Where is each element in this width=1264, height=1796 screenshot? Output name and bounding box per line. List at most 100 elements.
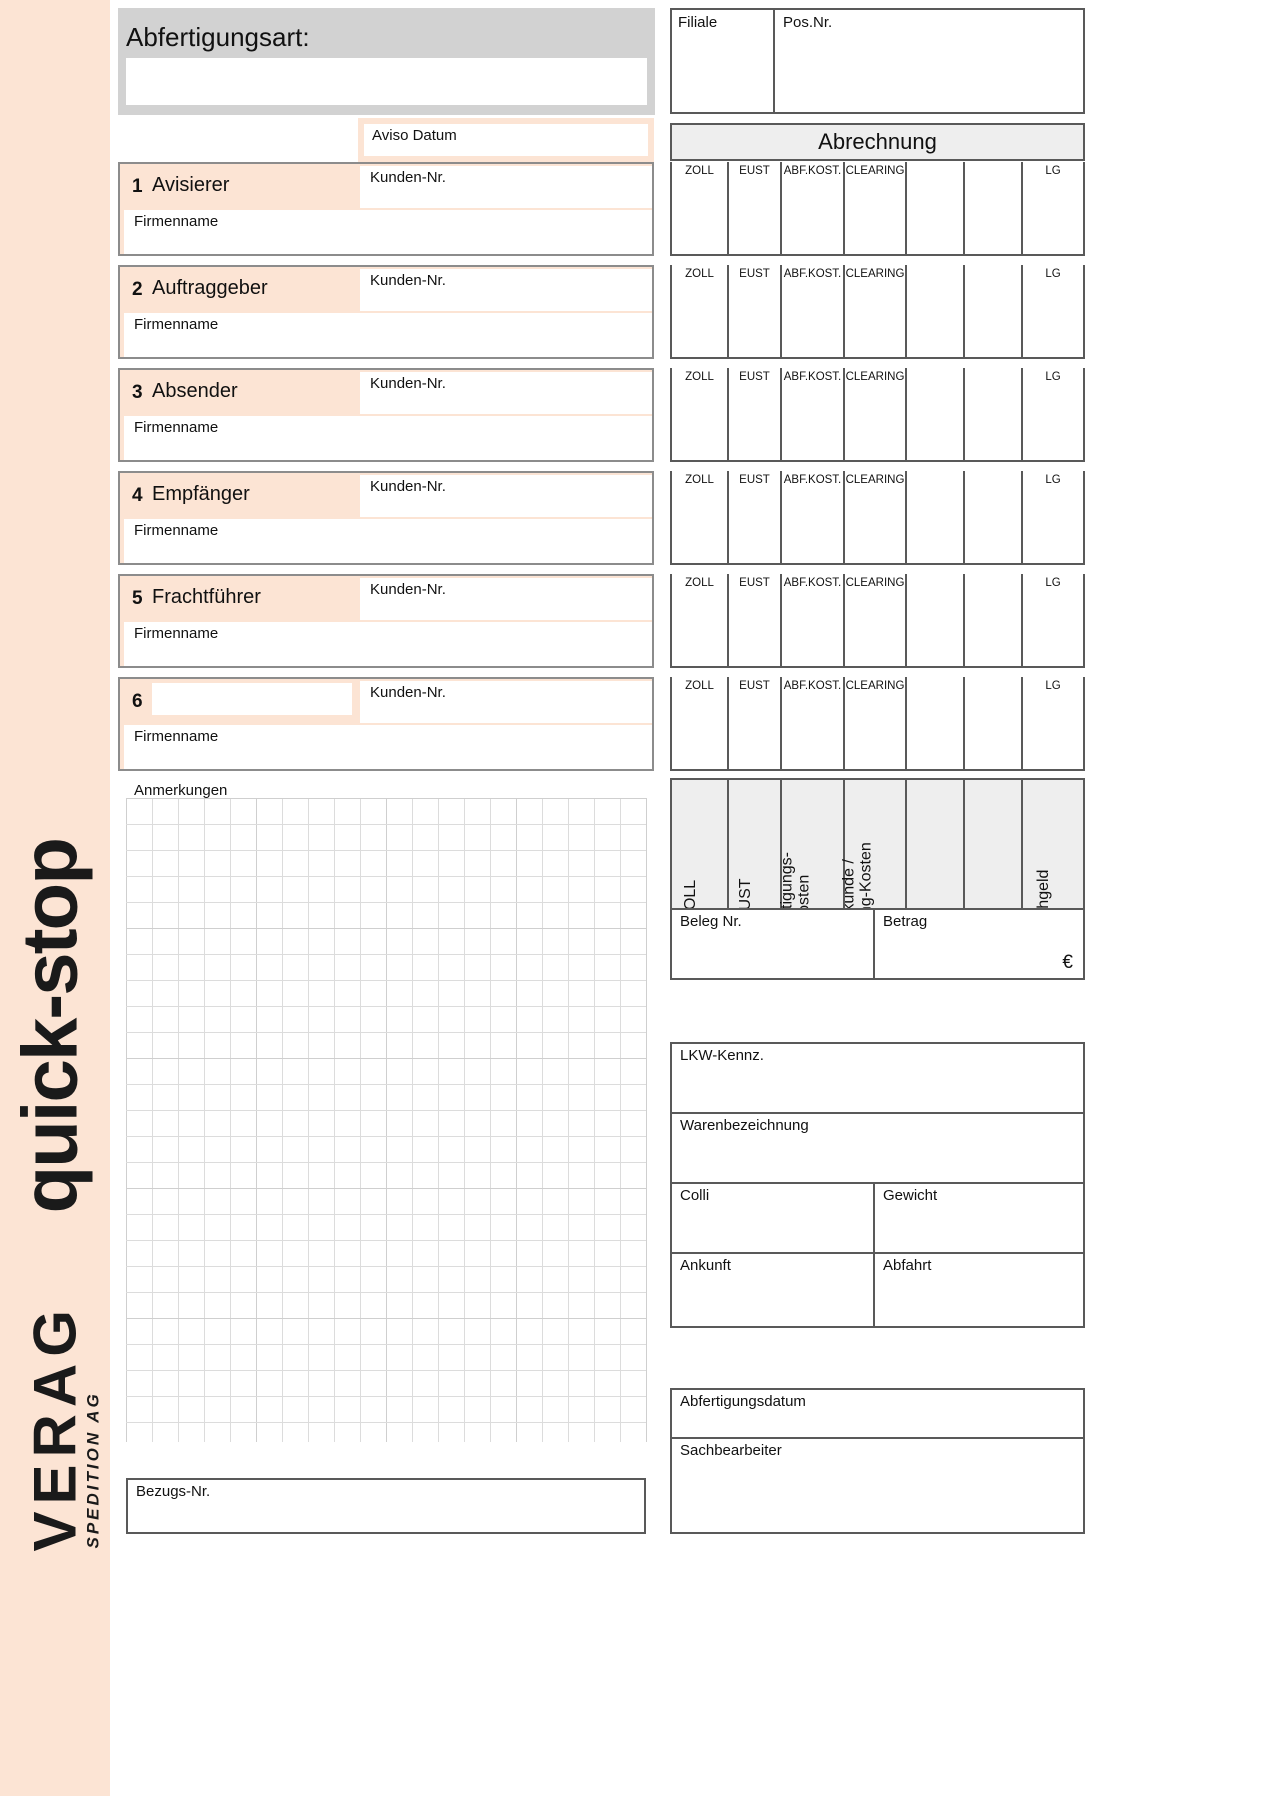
party-1-kunden-field[interactable]: Kunden-Nr. [360,166,652,208]
party-1-firma-field[interactable]: Firmenname [124,210,652,254]
abrechnung-cell-zoll[interactable]: ZOLL [672,471,729,563]
grid-line-horizontal [126,1318,646,1319]
abrechnung-cell-clearing[interactable]: CLEARING [845,265,907,357]
abrechnung-cell-abfkost[interactable]: ABF.KOST. [782,162,845,254]
abrechnung-cell-blank[interactable] [907,265,965,357]
abrechnung-cell-blank[interactable] [907,162,965,254]
summary-cell-zoll[interactable]: ZOLL [672,780,729,920]
abrechnung-cell-blank[interactable] [907,574,965,666]
abrechnung-cell-blank[interactable] [907,677,965,769]
summary-cell-erstkundeclearingkosten[interactable]: Erstkunde / Clearing-Kosten [840,780,907,957]
abrechnung-cell-abfkost[interactable]: ABF.KOST. [782,471,845,563]
abrechnung-cell-blank[interactable] [965,265,1023,357]
abrechnung-cell-abfkost[interactable]: ABF.KOST. [782,574,845,666]
beleg-nr-cell[interactable]: Beleg Nr. [672,910,875,978]
abfahrt-cell[interactable]: Abfahrt [875,1254,1083,1326]
abrechnung-cell-clearing[interactable]: CLEARING [845,368,907,460]
party-6-firma-label: Firmenname [134,728,219,745]
abrechnung-cell-lg[interactable]: LG [1023,162,1083,254]
abrechnung-cell-zoll[interactable]: ZOLL [672,162,729,254]
abfertigungsart-input[interactable] [126,58,647,105]
abfertigungsdatum-cell[interactable]: Abfertigungsdatum [672,1390,1083,1439]
abrechnung-cell-blank[interactable] [907,368,965,460]
party-2-firma-field[interactable]: Firmenname [124,313,652,357]
ankunft-cell[interactable]: Ankunft [672,1254,875,1326]
party-5-kunden-field[interactable]: Kunden-Nr. [360,578,652,620]
summary-cell-abfertigungskosten[interactable]: Abfertigungs- Kosten [778,780,845,948]
abrechnung-cell-eust[interactable]: EUST [729,368,782,460]
abrechnung-cell-lg[interactable]: LG [1023,471,1083,563]
abrechnung-cell-abfkost[interactable]: ABF.KOST. [782,265,845,357]
abrechnung-cell-lg[interactable]: LG [1023,368,1083,460]
party-3-firma-field[interactable]: Firmenname [124,416,652,460]
abrechnung-cell-blank[interactable] [965,677,1023,769]
lkw-kennz-cell[interactable]: LKW-Kennz. [672,1044,1083,1114]
party-5-firma-field[interactable]: Firmenname [124,622,652,666]
party-6-role-input[interactable] [152,683,352,715]
party-2-kunden-field[interactable]: Kunden-Nr. [360,269,652,311]
party-3-kunden-field[interactable]: Kunden-Nr. [360,372,652,414]
summary-cell-blank[interactable] [965,780,1023,908]
abrechnung-cell-eust[interactable]: EUST [729,471,782,563]
abrechnung-cell-clearing[interactable]: CLEARING [845,677,907,769]
posnr-label: Pos.Nr. [783,14,833,31]
grid-line-horizontal [126,850,646,851]
abrechnung-cell-blank[interactable] [907,471,965,563]
abrechnung-cell-clearing[interactable]: CLEARING [845,162,907,254]
grid-line-vertical [126,798,127,1442]
abrechnung-cell-abfkost[interactable]: ABF.KOST. [782,677,845,769]
filiale-cell[interactable]: Filiale [672,10,775,112]
abrechnung-cell-eust[interactable]: EUST [729,677,782,769]
abrechnung-cell-zoll[interactable]: ZOLL [672,574,729,666]
abrechnung-cell-blank[interactable] [965,368,1023,460]
abrechnung-cell-abfkost[interactable]: ABF.KOST. [782,368,845,460]
abrechnung-cell-blank[interactable] [965,162,1023,254]
abrechnung-cell-zoll[interactable]: ZOLL [672,265,729,357]
abrechnung-summary-row: ZOLL EUST Abfertigungs- Kosten Erstkunde / Cl… [670,778,1085,957]
party-6-firma-field[interactable]: Firmenname [124,725,652,769]
grid-line-horizontal [126,1292,646,1293]
summary-cell-eust[interactable]: EUST [729,780,782,921]
posnr-cell[interactable]: Pos.Nr. [775,10,1083,112]
abrechnung-cell-eust[interactable]: EUST [729,574,782,666]
abrechnung-col-header: CLEARING [845,577,905,589]
betrag-cell[interactable]: Betrag € [875,910,1083,978]
aviso-datum-box[interactable]: Aviso Datum [362,122,650,158]
sachbearbeiter-label: Sachbearbeiter [680,1442,782,1459]
grid-line-vertical [152,798,153,1442]
abrechnung-col-header: LG [1045,165,1061,177]
party-6-kunden-field[interactable]: Kunden-Nr. [360,681,652,723]
abrechnung-title: Abrechnung [670,123,1085,161]
party-4-kunden-label: Kunden-Nr. [370,478,446,495]
abrechnung-cell-eust[interactable]: EUST [729,265,782,357]
abrechnung-cell-clearing[interactable]: CLEARING [845,471,907,563]
footer-box: Abfertigungsdatum Sachbearbeiter [670,1388,1085,1534]
colli-cell[interactable]: Colli [672,1184,875,1254]
abrechnung-cell-blank[interactable] [965,574,1023,666]
abrechnung-col-header: EUST [739,680,770,692]
abrechnung-cell-blank[interactable] [965,471,1023,563]
summary-cell-blank[interactable] [907,780,965,908]
anmerkungen-grid [126,798,647,1442]
brand-verag-text: VERAG [21,1303,89,1552]
abrechnung-cell-clearing[interactable]: CLEARING [845,574,907,666]
party-4-firma-field[interactable]: Firmenname [124,519,652,563]
abrechnung-cell-eust[interactable]: EUST [729,162,782,254]
abrechnung-cell-lg[interactable]: LG [1023,265,1083,357]
summary-cell-leihgeld[interactable]: Leihgeld [1023,780,1083,931]
lkw-kennz-label: LKW-Kennz. [680,1047,764,1064]
grid-line-vertical [256,798,257,1442]
grid-line-vertical [204,798,205,1442]
sachbearbeiter-cell[interactable]: Sachbearbeiter [672,1439,1083,1532]
abrechnung-cell-lg[interactable]: LG [1023,574,1083,666]
abrechnung-col-header: CLEARING [845,268,905,280]
grid-line-vertical [594,798,595,1442]
abrechnung-cell-lg[interactable]: LG [1023,677,1083,769]
abrechnung-cell-zoll[interactable]: ZOLL [672,677,729,769]
gewicht-cell[interactable]: Gewicht [875,1184,1083,1254]
anmerkungen-grid-area[interactable] [126,798,647,1442]
warenbezeichnung-cell[interactable]: Warenbezeichnung [672,1114,1083,1184]
party-4-kunden-field[interactable]: Kunden-Nr. [360,475,652,517]
abrechnung-cell-zoll[interactable]: ZOLL [672,368,729,460]
bezugs-nr-box[interactable]: Bezugs-Nr. [126,1478,646,1534]
